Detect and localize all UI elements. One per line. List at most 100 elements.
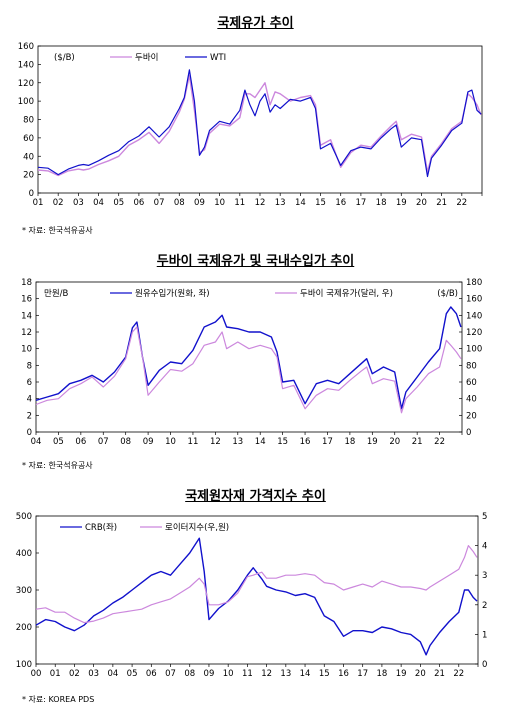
x-tick-label: 00 <box>31 669 42 679</box>
x-tick-label: 18 <box>376 198 387 208</box>
legend-label-2: 로이터지수(우,원) <box>165 522 229 533</box>
series-line-2 <box>37 69 482 178</box>
x-tick-label: 14 <box>295 198 306 208</box>
x-tick-label: 03 <box>73 198 84 208</box>
x-tick-label: 20 <box>389 437 400 447</box>
y-right-tick-label: 5 <box>482 512 487 522</box>
x-tick-label: 08 <box>184 669 195 679</box>
chart-2: 0246810121416180204060801001201401601800… <box>21 278 482 447</box>
x-tick-label: 17 <box>357 669 368 679</box>
x-tick-label: 19 <box>396 198 407 208</box>
x-tick-label: 07 <box>154 198 165 208</box>
plot-frame <box>37 45 483 194</box>
x-tick-label: 09 <box>143 437 154 447</box>
x-tick-label: 21 <box>412 437 423 447</box>
x-tick-label: 05 <box>127 669 138 679</box>
y-tick-label: 18 <box>21 278 32 288</box>
series-line-2 <box>35 326 462 414</box>
x-tick-label: 12 <box>255 198 266 208</box>
x-tick-label: 11 <box>234 198 245 208</box>
legend-label-1: 원유수입가(원화, 좌) <box>135 289 210 299</box>
x-tick-label: 05 <box>113 198 124 208</box>
chart-3-title: 국제원자재 가격지수 추이 <box>185 489 326 504</box>
y-tick-label: 100 <box>16 660 32 670</box>
y-tick-label: 12 <box>21 328 32 338</box>
x-tick-label: 05 <box>53 437 64 447</box>
legend-label-1: CRB(좌) <box>85 523 117 533</box>
x-tick-label: 11 <box>188 437 199 447</box>
y-tick-label: 0 <box>27 428 32 438</box>
y-tick-label: 0 <box>29 189 34 199</box>
x-tick-label: 07 <box>98 437 109 447</box>
x-tick-label: 12 <box>210 437 221 447</box>
x-tick-label: 06 <box>146 669 157 679</box>
x-tick-label: 04 <box>93 198 104 208</box>
x-tick-label: 22 <box>456 198 467 208</box>
y-tick-label: 10 <box>21 345 32 355</box>
x-tick-label: 02 <box>53 198 64 208</box>
y-tick-label: 80 <box>23 116 34 126</box>
left-unit-label: 만원/B <box>44 289 69 299</box>
x-tick-label: 01 <box>33 198 44 208</box>
legend-label-2: WTI <box>210 53 226 63</box>
x-tick-label: 15 <box>319 669 330 679</box>
x-tick-label: 07 <box>165 669 176 679</box>
x-tick-label: 06 <box>75 437 86 447</box>
x-tick-label: 10 <box>214 198 225 208</box>
x-tick-label: 19 <box>367 437 378 447</box>
x-tick-label: 15 <box>315 198 326 208</box>
y-right-tick-label: 140 <box>466 311 482 321</box>
x-tick-label: 06 <box>133 198 144 208</box>
y-right-tick-label: 1 <box>482 630 487 640</box>
chart-1: 0 20 40 60 80 100 120 140 160 01 02 03 04 05 06 07 08 09 1… <box>18 42 483 208</box>
y-tick-label: 4 <box>27 395 32 405</box>
plot-frame <box>35 281 463 433</box>
y-tick-label: 6 <box>27 378 32 388</box>
x-tick-label: 21 <box>436 198 447 208</box>
legend-label-2: 두바이 국제유가(달러, 우) <box>300 288 393 299</box>
x-tick-label: 15 <box>277 437 288 447</box>
y-tick-label: 14 <box>21 311 32 321</box>
legend-label-1: 두바이 <box>135 52 158 63</box>
x-tick-label: 17 <box>322 437 333 447</box>
y-tick-label: 16 <box>21 295 32 305</box>
plot-frame <box>35 515 479 665</box>
x-tick-label: 16 <box>338 669 349 679</box>
x-tick-label: 09 <box>204 669 215 679</box>
series-line-2 <box>35 544 478 624</box>
y-right-tick-label: 20 <box>466 411 477 421</box>
series-line-1 <box>35 537 478 656</box>
chart-1-title: 국제유가 추이 <box>217 16 294 31</box>
chart-2-title: 두바이 국제유가 및 국내수입가 추이 <box>156 254 355 269</box>
chart-2-source: * 자료: 한국석유공사 <box>22 461 93 470</box>
x-tick-label: 11 <box>242 669 253 679</box>
x-tick-label: 20 <box>415 669 426 679</box>
x-tick-label: 10 <box>223 669 234 679</box>
x-tick-label: 08 <box>174 198 185 208</box>
x-tick-label: 04 <box>31 437 42 447</box>
unit-label: ($/B) <box>54 53 75 63</box>
x-tick-label: 20 <box>416 198 427 208</box>
y-tick-label: 60 <box>23 134 34 144</box>
y-tick-label: 8 <box>27 361 32 371</box>
x-tick-label: 16 <box>335 198 346 208</box>
series-line-1 <box>35 306 462 410</box>
x-tick-label: 19 <box>396 669 407 679</box>
y-right-tick-label: 80 <box>466 361 477 371</box>
x-tick-label: 10 <box>165 437 176 447</box>
y-tick-label: 140 <box>18 60 34 70</box>
y-right-tick-label: 3 <box>482 571 487 581</box>
x-tick-label: 02 <box>69 669 80 679</box>
series-line-1 <box>37 74 482 177</box>
x-tick-label: 13 <box>275 198 286 208</box>
y-right-tick-label: 40 <box>466 395 477 405</box>
x-tick-label: 08 <box>120 437 131 447</box>
y-right-tick-label: 0 <box>482 660 487 670</box>
right-unit-label: ($/B) <box>437 289 458 299</box>
y-right-tick-label: 2 <box>482 601 487 611</box>
x-tick-label: 04 <box>107 669 118 679</box>
x-tick-label: 09 <box>194 198 205 208</box>
y-right-tick-label: 120 <box>466 328 482 338</box>
x-tick-label: 13 <box>232 437 243 447</box>
